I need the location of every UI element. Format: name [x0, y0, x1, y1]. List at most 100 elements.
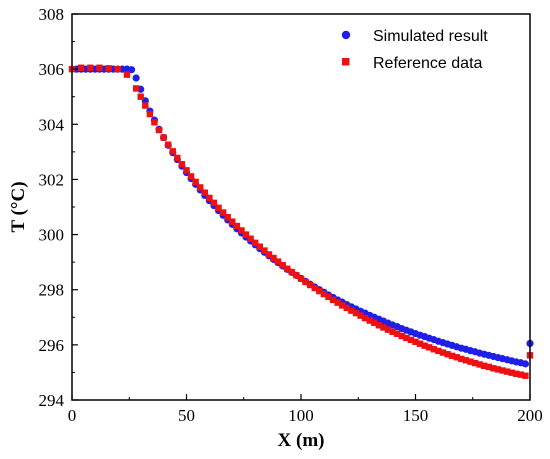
data-point-reference — [371, 319, 378, 326]
data-point-reference — [256, 243, 263, 250]
data-point-reference — [311, 284, 318, 292]
data-point-reference — [284, 265, 291, 272]
data-point-reference — [462, 357, 470, 364]
data-point-reference — [357, 312, 364, 319]
data-point-reference — [229, 218, 236, 225]
data-point-reference — [279, 261, 286, 269]
data-point-reference — [187, 173, 195, 180]
data-point-reference — [320, 290, 328, 298]
data-point-reference — [499, 367, 506, 374]
data-point-reference — [407, 336, 415, 344]
data-point-reference — [219, 209, 227, 216]
x-tick-label: 50 — [178, 406, 195, 425]
data-point-reference — [380, 324, 387, 331]
y-tick-label: 306 — [39, 60, 65, 79]
y-tick-label: 302 — [39, 170, 65, 189]
plot-area — [68, 64, 534, 379]
x-tick-label: 200 — [517, 406, 543, 425]
data-point-reference — [316, 287, 323, 295]
data-point-reference — [416, 340, 424, 347]
data-point-reference — [215, 204, 222, 212]
data-point-simulated — [132, 74, 140, 82]
x-tick-label: 0 — [68, 406, 77, 425]
data-point-reference — [325, 293, 332, 301]
data-point-reference — [343, 304, 350, 312]
data-point-reference — [96, 64, 103, 71]
data-point-reference — [508, 369, 515, 376]
data-point-reference — [155, 126, 163, 134]
data-point-reference — [87, 64, 94, 71]
data-point-reference — [476, 361, 483, 368]
data-point-reference — [274, 258, 282, 265]
data-point-reference — [192, 178, 199, 186]
data-point-reference — [224, 214, 231, 221]
y-tick-label: 300 — [39, 226, 65, 245]
data-point-reference — [178, 161, 186, 168]
y-tick-label: 294 — [39, 391, 65, 410]
data-point-reference — [389, 328, 396, 336]
data-point-reference — [439, 349, 447, 356]
data-point-reference — [513, 370, 520, 378]
data-point-reference — [132, 85, 140, 92]
data-point-reference — [471, 359, 479, 367]
data-point-reference — [105, 65, 112, 72]
y-tick-label: 308 — [39, 5, 65, 24]
data-point-reference — [197, 184, 204, 191]
data-point-reference — [261, 247, 268, 254]
data-point-reference — [517, 371, 525, 378]
y-tick-label: 298 — [39, 281, 65, 300]
data-point-reference — [339, 302, 346, 309]
data-point-reference — [183, 167, 190, 174]
y-tick-label: 304 — [39, 115, 65, 134]
data-point-reference — [265, 251, 273, 258]
data-point-reference — [123, 71, 131, 78]
y-tick-label: 296 — [39, 336, 65, 355]
data-point-reference — [206, 194, 213, 202]
data-point-reference — [490, 365, 497, 372]
data-point-reference — [384, 326, 392, 333]
data-point-reference — [352, 309, 360, 317]
data-point-reference — [137, 93, 144, 100]
data-point-reference — [114, 65, 121, 73]
data-point-reference — [201, 189, 209, 196]
y-axis-title: T (°C) — [8, 181, 29, 232]
data-point-reference — [252, 239, 259, 247]
x-tick-label: 150 — [403, 406, 429, 425]
data-point-reference — [458, 355, 465, 363]
data-point-reference — [494, 366, 502, 373]
data-point-reference — [306, 281, 314, 289]
axes: 0 50 100 150 200 294 296 298 300 302 304 306 308 — [39, 5, 543, 425]
data-point-reference — [164, 141, 172, 148]
data-point-reference — [522, 372, 529, 379]
legend: Simulated result Reference data — [341, 28, 488, 72]
x-tick-label: 100 — [288, 406, 314, 425]
data-point-reference — [169, 148, 176, 155]
x-axis-title: X (m) — [278, 430, 325, 451]
data-point-reference — [270, 254, 277, 262]
data-point-reference — [297, 275, 305, 282]
data-point-reference — [146, 110, 154, 118]
data-point-reference — [293, 272, 300, 279]
data-point-reference — [151, 119, 158, 126]
data-point-reference — [242, 231, 250, 238]
data-point-reference — [238, 227, 245, 234]
data-point-reference — [444, 351, 451, 358]
data-point-reference — [247, 235, 254, 242]
legend-marker-reference — [342, 58, 350, 66]
data-point-reference — [426, 344, 433, 351]
data-point-reference — [430, 346, 438, 353]
data-point-reference — [334, 299, 341, 306]
data-point-reference — [403, 334, 410, 342]
data-point-reference — [348, 307, 355, 314]
data-point-reference — [302, 278, 309, 286]
data-point-reference — [393, 330, 401, 338]
legend-label-simulated: Simulated result — [373, 28, 488, 45]
data-point-reference — [329, 296, 337, 304]
data-point-reference — [453, 354, 460, 361]
data-point-reference — [421, 342, 428, 349]
data-point-reference — [142, 102, 149, 109]
data-point-reference — [467, 358, 474, 365]
data-point-reference — [174, 154, 181, 162]
legend-marker-simulated — [341, 30, 351, 40]
